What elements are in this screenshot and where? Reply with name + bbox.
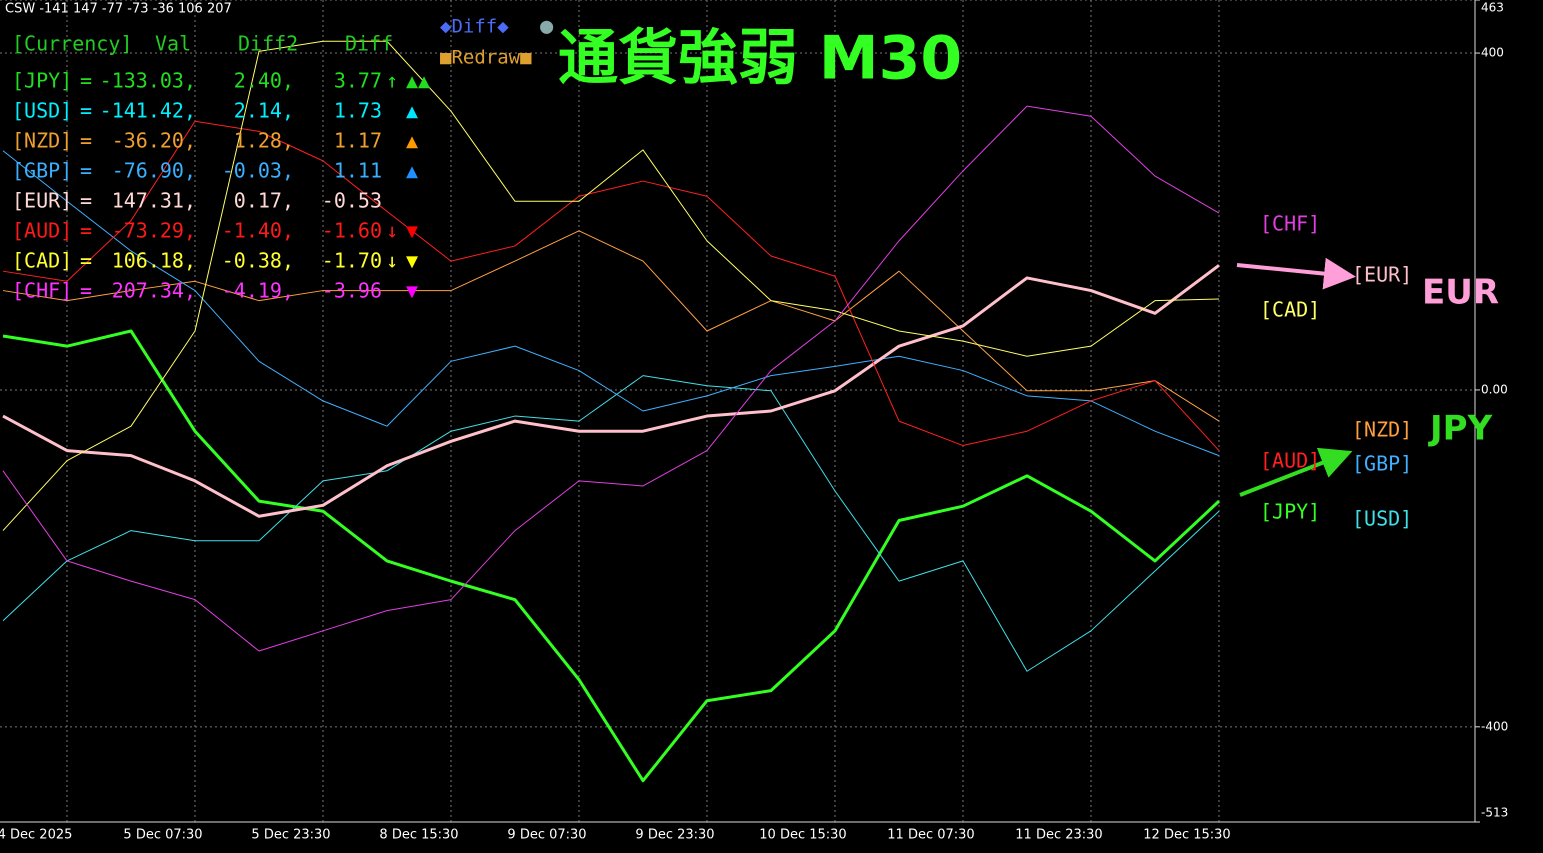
panel-header: [Currency] bbox=[12, 32, 132, 56]
x-tick-label: 11 Dec 23:30 bbox=[1015, 828, 1102, 843]
signal: ▼ bbox=[406, 219, 418, 243]
equals: = bbox=[80, 159, 92, 183]
value: 207.34, bbox=[112, 279, 196, 303]
plot bbox=[2, 40, 1221, 783]
equals: = bbox=[80, 129, 92, 153]
legend-label: [NZD] bbox=[1352, 418, 1412, 442]
grid: -513 -400 0.00 400 463 4 Dec 2025 5 Dec 07:30 5… bbox=[0, 0, 1508, 843]
x-tick-label: 9 Dec 07:30 bbox=[507, 828, 586, 843]
diff: 1.73 bbox=[334, 99, 382, 123]
currency: [EUR] bbox=[12, 189, 72, 213]
currency: [CAD] bbox=[12, 249, 72, 273]
diff2: -0.03, bbox=[222, 159, 294, 183]
series-line bbox=[2, 40, 1220, 531]
diff: 3.77 bbox=[334, 69, 382, 93]
value: -76.90, bbox=[112, 159, 196, 183]
legend-label: [USD] bbox=[1352, 507, 1412, 531]
series-line bbox=[2, 375, 1220, 672]
currency: [AUD] bbox=[12, 219, 72, 243]
x-tick-label: 5 Dec 07:30 bbox=[123, 828, 202, 843]
diff: -1.70 bbox=[322, 249, 382, 273]
signal: ▲▲ bbox=[406, 69, 430, 93]
diff2: 1.28, bbox=[234, 129, 294, 153]
y-tick-label: 0.00 bbox=[1481, 382, 1508, 396]
diff2: 2.40, bbox=[234, 69, 294, 93]
diff: 1.17 bbox=[334, 129, 382, 153]
equals: = bbox=[80, 249, 92, 273]
currency: [NZD] bbox=[12, 129, 72, 153]
signal: ▼ bbox=[406, 279, 418, 303]
annotation-arrow bbox=[1236, 257, 1356, 290]
equals: = bbox=[80, 219, 92, 243]
panel-header: Diff2 bbox=[238, 32, 298, 56]
currency: [JPY] bbox=[12, 69, 72, 93]
panel-header: Diff bbox=[345, 32, 393, 56]
redraw-button[interactable]: ■Redraw■ bbox=[440, 47, 532, 69]
x-tick-label: 8 Dec 15:30 bbox=[379, 828, 458, 843]
legend-label: [GBP] bbox=[1352, 452, 1412, 476]
y-tick-label: 463 bbox=[1481, 1, 1504, 15]
equals: = bbox=[80, 99, 92, 123]
y-tick-label: -513 bbox=[1481, 806, 1508, 820]
annotation: EUR bbox=[1422, 273, 1499, 313]
equals: = bbox=[80, 189, 92, 213]
arrow: ↓ bbox=[386, 219, 398, 243]
currency: [GBP] bbox=[12, 159, 72, 183]
panel-header: Val bbox=[155, 32, 191, 56]
legend-label: [JPY] bbox=[1260, 500, 1320, 524]
x-tick-label: 12 Dec 15:30 bbox=[1143, 828, 1230, 843]
arrow: ↑ bbox=[386, 69, 398, 93]
annotation: JPY bbox=[1428, 409, 1493, 449]
x-tick-label: 11 Dec 07:30 bbox=[887, 828, 974, 843]
value: -73.29, bbox=[112, 219, 196, 243]
toggle-button[interactable]: ● bbox=[540, 14, 554, 39]
diff2: 2.14, bbox=[234, 99, 294, 123]
series-line bbox=[2, 329, 1221, 783]
diff2: -0.38, bbox=[222, 249, 294, 273]
currency: [USD] bbox=[12, 99, 72, 123]
diff2: -1.40, bbox=[222, 219, 294, 243]
y-tick-label: 400 bbox=[1481, 46, 1504, 60]
indicator-panel: [Currency] Val Diff2 Diff [JPY] = -133.03, 2.40… bbox=[12, 32, 430, 303]
diff2: 0.17, bbox=[234, 189, 294, 213]
arrow: ↓ bbox=[386, 249, 398, 273]
x-tick-label: 5 Dec 23:30 bbox=[251, 828, 330, 843]
legend-label: [CAD] bbox=[1260, 298, 1320, 322]
series-line bbox=[2, 150, 1220, 457]
y-tick-label: -400 bbox=[1481, 719, 1508, 733]
value: 147.31, bbox=[112, 189, 196, 213]
signal: ▲ bbox=[406, 159, 418, 183]
diff: 1.11 bbox=[334, 159, 382, 183]
chart-title: CSW -141 147 -77 -73 -36 106 207 bbox=[5, 2, 232, 17]
diff2: -4.19, bbox=[222, 279, 294, 303]
signal: ▼ bbox=[406, 249, 418, 273]
currency: [CHF] bbox=[12, 279, 72, 303]
signal: ▲ bbox=[406, 99, 418, 123]
annotation-arrow bbox=[1239, 447, 1353, 497]
diff: -1.60 bbox=[322, 219, 382, 243]
legend-label: [EUR] bbox=[1352, 263, 1412, 287]
diff: -0.53 bbox=[322, 189, 382, 213]
signal: ▲ bbox=[406, 129, 418, 153]
series-line bbox=[2, 264, 1220, 518]
diff-button[interactable]: ◆Diff◆ bbox=[440, 16, 509, 38]
legend-label: [AUD] bbox=[1260, 449, 1320, 473]
series-line bbox=[2, 120, 1220, 451]
value: -141.42, bbox=[100, 99, 196, 123]
series-line bbox=[2, 105, 1220, 652]
equals: = bbox=[80, 279, 92, 303]
equals: = bbox=[80, 69, 92, 93]
diff: -3.96 bbox=[322, 279, 382, 303]
legend-label: [CHF] bbox=[1260, 212, 1320, 236]
value: -36.20, bbox=[112, 129, 196, 153]
x-tick-label: 10 Dec 15:30 bbox=[759, 828, 846, 843]
value: 106.18, bbox=[112, 249, 196, 273]
x-tick-label: 9 Dec 23:30 bbox=[635, 828, 714, 843]
chart-subtitle: 通貨強弱 M30 bbox=[558, 24, 962, 94]
x-tick-label: 4 Dec 2025 bbox=[0, 828, 72, 843]
value: -133.03, bbox=[100, 69, 196, 93]
